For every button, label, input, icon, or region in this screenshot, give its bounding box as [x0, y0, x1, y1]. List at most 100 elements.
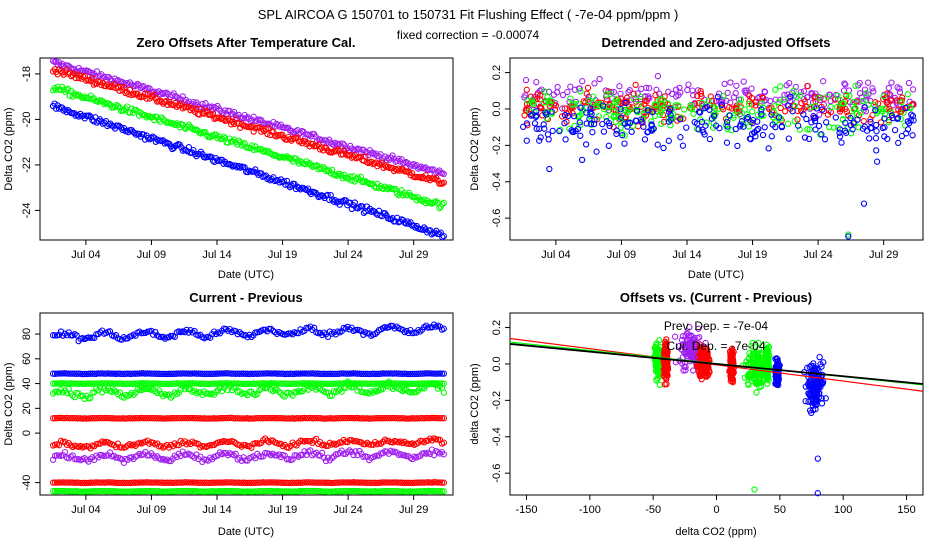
point-green — [791, 102, 798, 110]
point-blue — [769, 121, 776, 128]
point-green-line — [128, 380, 135, 387]
point-red-line — [220, 414, 228, 422]
point-green-low — [112, 488, 120, 495]
point-green — [571, 101, 578, 108]
point-blue — [873, 128, 880, 135]
point-green — [575, 113, 582, 120]
point-blue-wave — [159, 333, 167, 341]
point-red-line — [55, 414, 63, 422]
point-purple-wave — [320, 454, 328, 461]
plot-frame — [509, 57, 924, 241]
point-red-line — [436, 414, 444, 422]
point-blue — [86, 112, 93, 119]
point-blue — [587, 109, 594, 116]
point-green-low — [232, 488, 239, 495]
point-red — [357, 153, 365, 160]
point-blue-line — [148, 370, 155, 377]
y-tick-label: 60 — [21, 353, 33, 365]
point-red-line — [154, 415, 161, 422]
point-green-low — [305, 487, 312, 495]
point-green-line — [440, 380, 447, 387]
point-red — [522, 106, 529, 114]
point-red — [350, 153, 357, 160]
point-blue — [123, 127, 131, 134]
point-purple — [665, 88, 672, 95]
point-green-low — [381, 487, 389, 495]
point-blue — [873, 121, 880, 129]
y-tick-label: 80 — [21, 328, 33, 340]
point-green-line — [430, 380, 438, 387]
point-red-low — [366, 479, 373, 486]
point-green-low — [124, 488, 131, 495]
point-green — [593, 102, 600, 110]
point-red-line — [49, 415, 57, 422]
point-blue-line — [432, 370, 440, 377]
point-green-low — [269, 488, 277, 495]
point-blue — [227, 161, 235, 169]
point-purple-wave — [61, 448, 69, 456]
point-red-line — [173, 415, 180, 422]
point-red-line — [130, 415, 137, 422]
point-red-low — [265, 479, 273, 486]
point-blue — [545, 136, 552, 143]
point-blue-line — [157, 370, 165, 378]
point-blue-line — [238, 370, 245, 377]
point-blue — [702, 122, 709, 129]
point-green-line — [110, 380, 118, 387]
point-green — [569, 101, 576, 108]
point-green — [261, 148, 268, 155]
point-green-line — [55, 380, 63, 387]
point-blue — [714, 93, 721, 100]
point-blue — [702, 104, 709, 112]
point-cluster — [653, 347, 660, 354]
point-blue — [838, 139, 845, 146]
point-red — [336, 147, 343, 155]
point-green — [436, 205, 443, 212]
point-blue — [603, 118, 610, 125]
point-red — [584, 84, 592, 91]
point-red-line — [371, 415, 379, 422]
point-red — [824, 111, 832, 118]
point-outlier — [873, 158, 881, 165]
point-red — [208, 111, 215, 119]
point-green-low — [348, 487, 355, 495]
point-green-low — [65, 488, 72, 495]
point-red-line — [391, 414, 398, 422]
point-purple — [842, 81, 849, 88]
point-blue — [789, 108, 796, 115]
point-purple — [616, 83, 623, 90]
point-red — [375, 160, 383, 167]
point-purple — [522, 92, 529, 99]
point-green — [784, 120, 792, 127]
panel-title: Offsets vs. (Current - Previous) — [620, 290, 812, 305]
panel-current-previous: Current - Previous Date (UTC) Delta CO2 … — [3, 290, 454, 538]
x-tick-label: Jul 29 — [399, 504, 428, 516]
point-red-low — [371, 479, 379, 486]
point-blue — [787, 93, 794, 100]
point-blue — [119, 126, 126, 134]
point-purple — [134, 80, 141, 88]
point-purple — [554, 83, 561, 91]
point-red-line — [275, 414, 283, 422]
point-green — [804, 126, 811, 133]
x-ticks: Jul 04 Jul 09 Jul 14 Jul 19 Jul 24 Jul 29 — [71, 495, 428, 516]
point-blue — [895, 139, 902, 147]
point-red-low — [248, 479, 255, 487]
point-red — [698, 93, 705, 100]
point-purple — [381, 153, 389, 160]
point-red-line — [273, 415, 281, 422]
point-red — [811, 94, 819, 101]
point-red — [720, 106, 727, 113]
point-red-low — [305, 479, 312, 486]
point-red — [877, 119, 885, 126]
point-red-low — [201, 479, 208, 486]
point-green — [749, 108, 756, 115]
point-blue-line — [208, 370, 216, 378]
point-green-line — [295, 380, 302, 387]
point-red-low — [281, 479, 288, 486]
data-points — [650, 323, 829, 497]
panel-title: Detrended and Zero-adjusted Offsets — [602, 35, 831, 50]
point-blue-line — [332, 370, 339, 378]
point-blue — [836, 126, 844, 133]
point-red-low — [313, 479, 320, 486]
